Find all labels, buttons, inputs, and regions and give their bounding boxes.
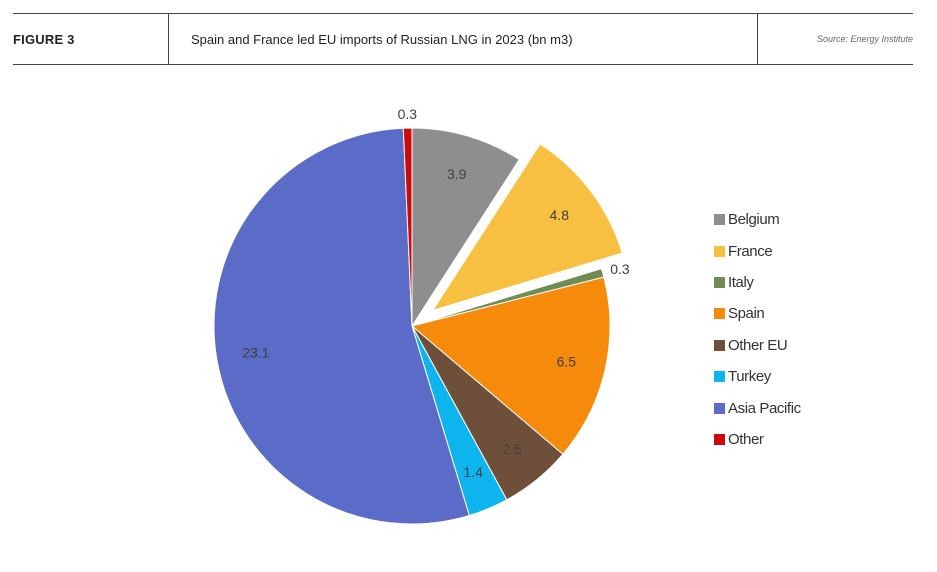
legend-swatch xyxy=(714,371,725,383)
legend-item-asia-pacific: Asia Pacific xyxy=(714,392,801,423)
legend-item-france: France xyxy=(714,235,801,266)
legend-label: Spain xyxy=(728,305,765,323)
legend-swatch xyxy=(714,339,725,351)
legend-label: France xyxy=(728,242,773,260)
legend-swatch xyxy=(714,433,725,445)
legend-label: Belgium xyxy=(728,211,780,229)
chart-legend: Belgium France Italy Spain Other EU Turkey Asi… xyxy=(714,204,801,455)
legend-swatch xyxy=(714,276,725,288)
legend-swatch xyxy=(714,308,725,320)
legend-item-other: Other xyxy=(714,424,801,455)
data-label-other: 0.3 xyxy=(398,106,418,122)
data-label-other-eu: 2.5 xyxy=(502,441,522,457)
legend-label: Other EU xyxy=(728,336,788,354)
legend-item-belgium: Belgium xyxy=(714,204,801,235)
data-label-italy: 0.3 xyxy=(610,261,630,277)
legend-label: Other xyxy=(728,430,764,448)
chart-title: Spain and France led EU imports of Russi… xyxy=(168,14,758,64)
data-label-asia-pacific: 23.1 xyxy=(242,345,269,361)
legend-swatch xyxy=(714,245,725,257)
pie-slice-spain xyxy=(410,276,611,455)
pie-slice-other xyxy=(402,127,413,327)
pie-slice-belgium xyxy=(411,127,520,328)
legend-item-turkey: Turkey xyxy=(714,361,801,392)
legend-label: Turkey xyxy=(728,368,771,386)
legend-label: Italy xyxy=(728,273,754,291)
data-label-belgium: 3.9 xyxy=(447,166,467,182)
legend-item-other-eu: Other EU xyxy=(714,330,801,361)
legend-swatch xyxy=(714,214,725,226)
legend-swatch xyxy=(714,402,725,414)
legend-item-italy: Italy xyxy=(714,267,801,298)
data-label-france: 4.8 xyxy=(550,207,570,223)
source-note: Source: Energy Institute xyxy=(816,34,913,44)
legend-label: Asia Pacific xyxy=(728,399,801,417)
data-label-turkey: 1.4 xyxy=(463,464,483,480)
pie-slice-asia-pacific xyxy=(213,127,470,525)
figure-header: FIGURE 3 Spain and France led EU imports… xyxy=(13,13,913,65)
data-label-spain: 6.5 xyxy=(557,354,577,370)
legend-item-spain: Spain xyxy=(714,298,801,329)
pie-slice-france xyxy=(431,143,623,312)
figure-label: FIGURE 3 xyxy=(13,31,75,47)
